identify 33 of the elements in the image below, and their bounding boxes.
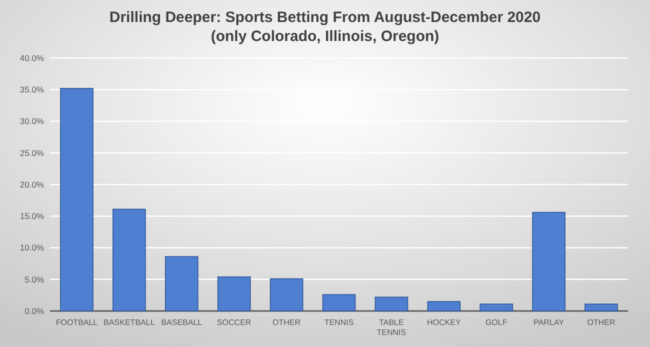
bar <box>270 278 304 312</box>
x-tick-label: HOCKEY <box>427 318 462 327</box>
bar <box>427 301 461 312</box>
x-tick-label: TENNIS <box>324 318 354 327</box>
y-tick-label: 30.0% <box>20 116 44 126</box>
bar <box>532 212 566 312</box>
x-tick-label: BASKETBALL <box>104 318 156 327</box>
chart-title: Drilling Deeper: Sports Betting From August-December 2020 <box>109 9 541 26</box>
chart-subtitle: (only Colorado, Illinois, Oregon) <box>210 28 440 45</box>
bar <box>164 256 198 312</box>
y-tick-label: 0.0% <box>24 306 44 316</box>
bar <box>584 304 618 312</box>
x-tick-label: GOLF <box>485 318 508 327</box>
x-tick-label: OTHER <box>587 318 616 327</box>
y-tick-label: 40.0% <box>20 52 44 63</box>
y-tick-label: 35.0% <box>20 84 44 95</box>
y-tick-label: 5.0% <box>24 274 44 284</box>
y-tick-label: 20.0% <box>20 179 44 190</box>
bar <box>480 304 514 312</box>
bar <box>322 294 356 312</box>
bar <box>217 276 251 312</box>
x-tick-label: OTHER <box>272 318 301 327</box>
x-tick-label: TABLE TENNIS <box>376 318 406 337</box>
x-tick-label: SOCCER <box>216 318 252 327</box>
y-tick-label: 10.0% <box>20 242 44 253</box>
x-tick-label: BASEBALL <box>161 318 203 327</box>
bar <box>60 88 94 312</box>
bar <box>112 208 146 312</box>
y-tick-label: 15.0% <box>20 211 44 222</box>
y-tick-label: 25.0% <box>20 148 44 158</box>
x-tick-label: FOOTBALL <box>56 318 98 327</box>
x-tick-label: PARLAY <box>534 318 565 327</box>
bar <box>374 296 408 312</box>
